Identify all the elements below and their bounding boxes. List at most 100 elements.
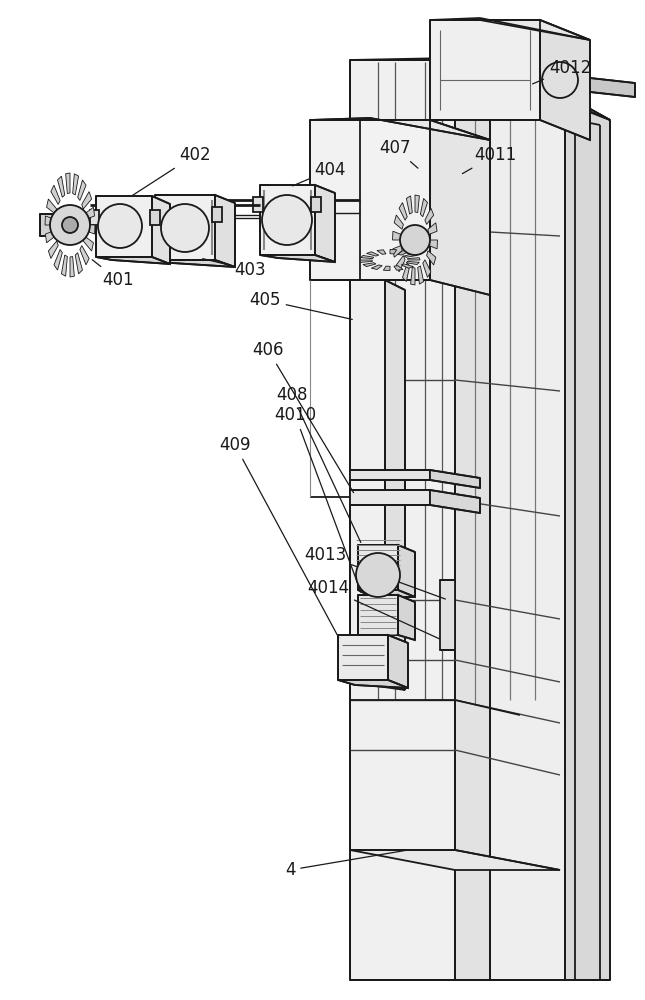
Polygon shape: [315, 185, 335, 262]
Polygon shape: [70, 257, 74, 277]
Polygon shape: [338, 680, 408, 688]
Polygon shape: [406, 196, 412, 214]
Polygon shape: [212, 207, 222, 222]
Polygon shape: [404, 253, 417, 257]
Polygon shape: [360, 260, 372, 262]
Polygon shape: [83, 236, 94, 251]
Polygon shape: [350, 490, 430, 505]
Polygon shape: [430, 120, 490, 295]
Polygon shape: [385, 280, 405, 690]
Text: 402: 402: [132, 146, 211, 195]
Polygon shape: [401, 264, 413, 268]
Polygon shape: [260, 255, 335, 262]
Circle shape: [50, 205, 90, 245]
Polygon shape: [82, 192, 92, 209]
Polygon shape: [490, 95, 565, 980]
Polygon shape: [73, 174, 79, 195]
Polygon shape: [75, 253, 83, 274]
Polygon shape: [430, 20, 590, 40]
Polygon shape: [61, 255, 67, 276]
Polygon shape: [46, 199, 57, 214]
Polygon shape: [394, 215, 403, 229]
Polygon shape: [260, 185, 315, 255]
Text: 406: 406: [252, 341, 353, 493]
Polygon shape: [425, 208, 433, 224]
Polygon shape: [429, 240, 437, 249]
Polygon shape: [490, 95, 610, 120]
Polygon shape: [398, 545, 415, 597]
Polygon shape: [402, 263, 410, 282]
Polygon shape: [383, 266, 390, 270]
Text: 4014: 4014: [307, 579, 439, 639]
Polygon shape: [350, 850, 560, 870]
Circle shape: [161, 204, 209, 252]
Polygon shape: [361, 255, 374, 259]
Polygon shape: [540, 20, 590, 140]
Polygon shape: [155, 195, 215, 260]
Polygon shape: [350, 60, 455, 980]
Polygon shape: [422, 260, 431, 277]
Polygon shape: [565, 95, 610, 980]
Polygon shape: [150, 210, 160, 225]
Polygon shape: [430, 470, 480, 488]
Polygon shape: [51, 185, 60, 204]
Text: 4: 4: [284, 850, 405, 879]
Polygon shape: [393, 245, 402, 257]
Polygon shape: [253, 197, 263, 212]
Polygon shape: [48, 241, 58, 258]
Circle shape: [400, 225, 430, 255]
Polygon shape: [430, 20, 540, 120]
Polygon shape: [350, 280, 385, 680]
Polygon shape: [155, 260, 235, 267]
Polygon shape: [415, 195, 419, 213]
Text: 4010: 4010: [274, 406, 361, 592]
Polygon shape: [80, 246, 89, 265]
Polygon shape: [45, 216, 55, 225]
Polygon shape: [440, 580, 455, 650]
Polygon shape: [399, 203, 407, 220]
Polygon shape: [152, 196, 170, 264]
Polygon shape: [358, 590, 415, 597]
Text: 407: 407: [379, 139, 418, 168]
Polygon shape: [85, 225, 95, 234]
Polygon shape: [406, 261, 419, 265]
Text: 408: 408: [276, 386, 361, 542]
Polygon shape: [96, 196, 152, 257]
Polygon shape: [366, 252, 379, 256]
Circle shape: [542, 62, 578, 98]
Polygon shape: [393, 231, 401, 240]
Polygon shape: [421, 198, 428, 217]
Circle shape: [62, 217, 78, 233]
Polygon shape: [350, 60, 560, 100]
Text: 4012: 4012: [533, 59, 591, 84]
Polygon shape: [394, 266, 403, 270]
Circle shape: [262, 195, 312, 245]
Polygon shape: [66, 173, 70, 193]
Polygon shape: [358, 545, 398, 590]
Polygon shape: [398, 251, 409, 255]
Text: 404: 404: [293, 161, 346, 186]
Text: 403: 403: [203, 259, 266, 279]
Polygon shape: [372, 265, 382, 269]
Polygon shape: [398, 595, 415, 640]
Polygon shape: [390, 249, 397, 254]
Polygon shape: [57, 176, 64, 197]
Polygon shape: [77, 180, 86, 200]
Polygon shape: [363, 263, 376, 267]
Polygon shape: [350, 470, 430, 480]
Polygon shape: [310, 120, 430, 280]
Polygon shape: [148, 207, 158, 222]
Text: 409: 409: [219, 436, 339, 638]
Text: 4011: 4011: [462, 146, 516, 174]
Polygon shape: [426, 251, 436, 265]
Text: 401: 401: [92, 260, 134, 289]
Polygon shape: [96, 257, 170, 264]
Polygon shape: [455, 60, 560, 980]
Polygon shape: [54, 250, 63, 270]
Text: 405: 405: [249, 291, 352, 319]
Polygon shape: [90, 210, 99, 225]
Polygon shape: [377, 250, 386, 254]
Polygon shape: [45, 231, 55, 243]
Polygon shape: [215, 195, 235, 267]
Polygon shape: [338, 635, 388, 680]
